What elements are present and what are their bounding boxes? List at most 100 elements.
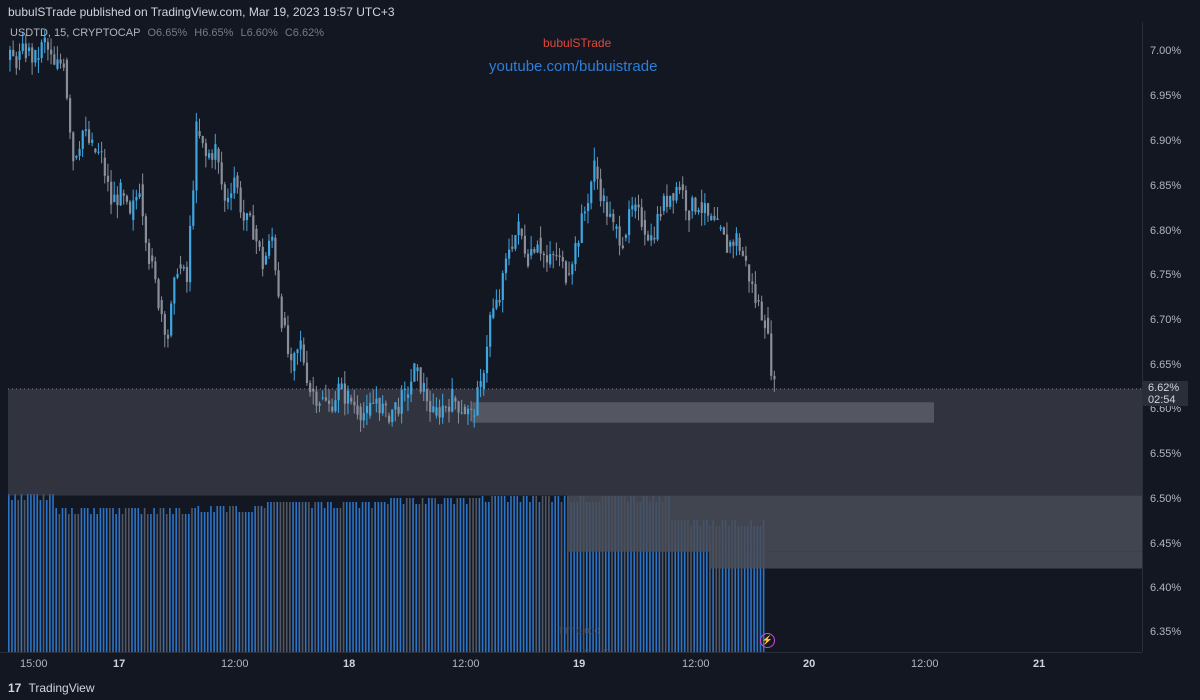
volume-bar: [349, 502, 351, 652]
tradingview-logo-icon[interactable]: 17: [8, 681, 22, 695]
lightning-icon[interactable]: ⚡: [760, 633, 775, 648]
candle-body: [429, 401, 432, 413]
candle-body: [50, 49, 53, 55]
candle-body: [106, 175, 110, 182]
candle-body: [631, 205, 634, 210]
candle-body: [539, 237, 542, 254]
price-chart[interactable]: [8, 22, 1142, 652]
volume-bar: [469, 498, 471, 652]
volume-bar: [93, 508, 95, 652]
volume-bar: [143, 508, 146, 652]
volume-bar: [112, 508, 114, 652]
price-tick: 6.95%: [1150, 90, 1182, 102]
volume-bar: [390, 498, 392, 652]
volume-bar: [52, 494, 54, 652]
candle-body: [754, 283, 757, 304]
candle-body: [662, 195, 665, 212]
volume-bar: [447, 498, 449, 652]
volume-bar: [317, 502, 320, 652]
supply-demand-zone: [567, 495, 1142, 552]
candle-body: [697, 209, 700, 213]
volume-bar: [715, 526, 718, 652]
candle-body: [574, 243, 577, 265]
publish-text: bubulSTrade published on TradingView.com…: [8, 5, 395, 19]
candle-body: [492, 308, 495, 318]
candle-body: [119, 182, 122, 206]
candle-body: [684, 190, 688, 211]
candle-body: [369, 402, 372, 416]
candle-body: [204, 143, 208, 156]
volume-bar: [118, 508, 121, 652]
volume-bar: [690, 526, 692, 652]
candle-body: [144, 216, 148, 243]
volume-bar: [462, 498, 465, 652]
volume-bar: [428, 498, 430, 652]
candle-body: [441, 405, 444, 418]
candle-body: [388, 415, 391, 423]
volume-bar: [137, 508, 140, 652]
volume-bar: [544, 496, 547, 652]
volume-bar: [17, 500, 20, 652]
volume-bar: [58, 514, 61, 652]
time-axis[interactable]: 15:00 17 12:00 18 12:00 19 12:00 20 12:00 21: [0, 652, 1142, 674]
volume-bar: [747, 526, 749, 652]
volume-bar: [620, 496, 623, 652]
candle-body: [514, 235, 517, 249]
candle-body: [37, 58, 40, 60]
candle-body: [596, 166, 599, 179]
volume-bar: [412, 498, 414, 652]
candle-body: [9, 49, 12, 60]
volume-bar: [355, 502, 358, 652]
volume-bar: [750, 520, 752, 652]
candle-body: [504, 258, 508, 274]
candle-body: [12, 49, 15, 57]
footer-brand[interactable]: TradingView: [28, 681, 95, 695]
candle-body: [27, 47, 31, 51]
candle-body: [331, 406, 334, 412]
watermark-author: bubulSTrade: [543, 36, 612, 50]
volume-bar: [270, 502, 272, 652]
candle-body: [549, 254, 552, 265]
publish-header: bubulSTrade published on TradingView.com…: [0, 0, 1200, 22]
volume-bar: [484, 502, 487, 652]
volume-bar: [387, 504, 389, 652]
candle-body: [103, 157, 106, 176]
volume-bar: [431, 498, 433, 652]
volume-bar: [529, 502, 531, 652]
volume-bar: [68, 514, 70, 652]
candle-body: [286, 325, 290, 354]
volume-bar: [49, 494, 51, 652]
volume-bar: [311, 508, 313, 652]
candle-body: [479, 381, 482, 388]
candle-body: [397, 406, 400, 414]
candle-body: [703, 203, 707, 214]
volume-bar: [702, 520, 705, 652]
volume-bar: [497, 496, 500, 652]
volume-bar: [45, 500, 48, 652]
candle-body: [511, 246, 514, 249]
legend-symbol[interactable]: USDTD, 15, CRYPTOCAP: [10, 27, 141, 39]
volume-bar: [74, 514, 76, 652]
candle-body: [713, 215, 716, 220]
volume-bar: [194, 508, 196, 652]
candle-body: [62, 63, 65, 68]
candle-body: [138, 193, 141, 197]
volume-bar: [668, 496, 670, 652]
candle-body: [100, 151, 103, 153]
candle-body: [646, 234, 650, 241]
volume-bar: [364, 502, 367, 652]
candle-body: [160, 299, 163, 315]
watermark-link: youtube.com/bubuistrade: [489, 58, 658, 75]
candle-body: [457, 401, 460, 413]
candle-body: [230, 193, 233, 198]
legend-high: H6.65%: [194, 27, 234, 39]
time-tick: 21: [1033, 658, 1046, 670]
volume-bar: [510, 496, 512, 652]
price-axis[interactable]: 7.00% 6.95% 6.90% 6.85% 6.80% 6.75% 6.70% 6.65%…: [1142, 22, 1200, 652]
candle-body: [438, 407, 441, 418]
volume-bar: [254, 506, 256, 652]
chart-pane[interactable]: USDTD, 15, CRYPTOCAP O6.65% H6.65% L6.60…: [8, 22, 1142, 652]
volume-bar: [525, 496, 528, 652]
candle-body: [545, 255, 549, 263]
candle-body: [267, 240, 271, 256]
